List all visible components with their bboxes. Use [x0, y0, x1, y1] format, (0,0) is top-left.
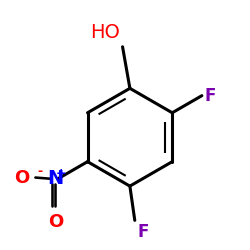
Text: F: F [204, 87, 216, 105]
Text: HO: HO [90, 23, 120, 42]
Text: N: N [47, 169, 64, 188]
Text: O: O [48, 212, 63, 230]
Text: -: - [37, 165, 42, 178]
Text: F: F [137, 223, 148, 241]
Text: +: + [56, 167, 66, 180]
Text: O: O [14, 168, 30, 186]
